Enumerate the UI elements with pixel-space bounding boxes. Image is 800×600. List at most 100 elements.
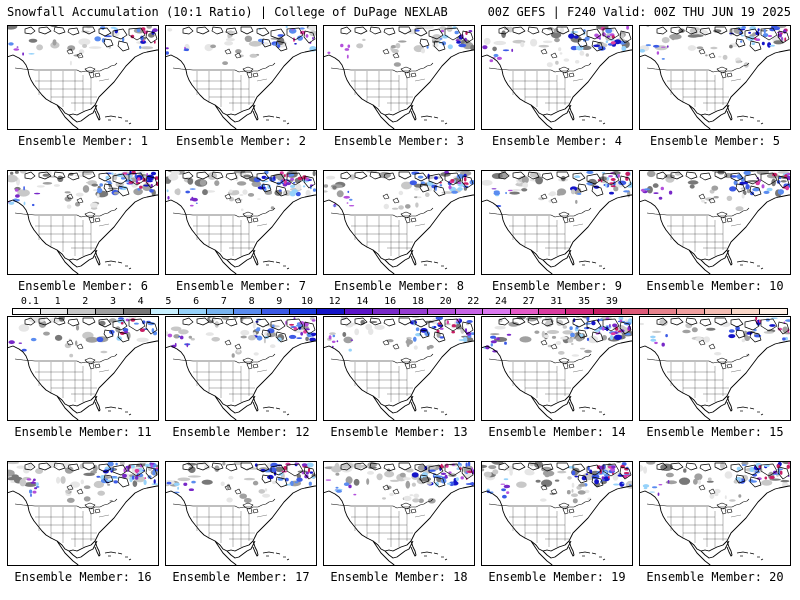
arctic-island-outline bbox=[354, 26, 368, 35]
caribbean-island bbox=[262, 406, 275, 409]
arctic-island-outline bbox=[24, 317, 36, 326]
colorbar-swatch bbox=[372, 309, 401, 314]
lake-outline bbox=[550, 343, 558, 350]
arctic-island-outline bbox=[714, 171, 728, 180]
lake-outline bbox=[568, 217, 575, 223]
arctic-island-outline bbox=[53, 171, 66, 180]
lake-outline bbox=[94, 72, 101, 78]
map-title: Snowfall Accumulation (10:1 Ratio) | Col… bbox=[7, 5, 448, 19]
colorbar-swatch bbox=[760, 309, 787, 314]
arctic-island-outline bbox=[383, 318, 396, 327]
arctic-island-outline bbox=[340, 26, 352, 35]
arctic-island-outline bbox=[117, 331, 130, 343]
lake-outline bbox=[400, 357, 412, 363]
colorbar-swatch bbox=[40, 309, 69, 314]
lake-outline bbox=[252, 72, 259, 78]
arctic-island-outline bbox=[286, 318, 304, 332]
arctic-island-outline bbox=[240, 462, 254, 471]
state-border bbox=[98, 223, 110, 227]
caribbean-island bbox=[286, 122, 290, 125]
member-label: Ensemble Member: 7 bbox=[175, 279, 307, 293]
lake-outline bbox=[568, 508, 575, 514]
coastline bbox=[165, 485, 317, 552]
caribbean-island bbox=[117, 552, 123, 555]
lake-outline bbox=[400, 211, 412, 217]
lake-outline bbox=[708, 52, 716, 59]
arctic-island-outline bbox=[286, 27, 304, 41]
lake-outline bbox=[252, 508, 259, 514]
map-frame bbox=[481, 461, 633, 566]
arctic-island-outline bbox=[572, 27, 586, 37]
state-border bbox=[572, 369, 584, 373]
arctic-island-outline bbox=[275, 476, 288, 488]
caribbean-island bbox=[117, 407, 123, 410]
us-canada-border bbox=[14, 62, 118, 74]
arctic-island-outline bbox=[240, 317, 254, 326]
lake-outline bbox=[224, 48, 232, 55]
arctic-island-outline bbox=[777, 175, 790, 189]
colorbar-tick-label: 4 bbox=[137, 296, 144, 307]
arctic-island-outline bbox=[38, 171, 52, 180]
lake-outline bbox=[76, 52, 84, 59]
arctic-island-outline bbox=[286, 463, 304, 477]
colorbar-swatch bbox=[594, 309, 622, 314]
arctic-island-outline bbox=[586, 319, 602, 331]
florida-coastline bbox=[726, 104, 733, 121]
lake-outline bbox=[76, 343, 84, 350]
arctic-island-outline bbox=[98, 318, 112, 328]
snowfall-map bbox=[165, 25, 317, 130]
lake-outline bbox=[568, 363, 575, 369]
state-border bbox=[730, 223, 742, 227]
arctic-island-outline bbox=[619, 321, 632, 335]
arctic-island-outline bbox=[527, 462, 540, 471]
arctic-island-outline bbox=[225, 172, 238, 181]
coastline bbox=[481, 485, 633, 552]
lake-outline bbox=[400, 502, 412, 508]
caribbean-island bbox=[444, 122, 448, 125]
caribbean-island bbox=[749, 407, 755, 410]
arctic-island-outline bbox=[261, 329, 272, 339]
caribbean-island bbox=[420, 551, 433, 554]
caribbean-island bbox=[591, 116, 597, 119]
arctic-island-outline bbox=[103, 329, 114, 339]
colorbar-swatches bbox=[12, 308, 788, 315]
arctic-island-outline bbox=[749, 40, 762, 52]
colorbar-tick-label: 1 bbox=[54, 296, 61, 307]
caribbean-island bbox=[749, 261, 755, 264]
mexico-coastline bbox=[56, 249, 80, 275]
arctic-island-outline bbox=[196, 462, 210, 471]
colorbar-tick-label: 16 bbox=[384, 296, 397, 307]
arctic-island-outline bbox=[685, 171, 698, 180]
state-border bbox=[414, 369, 426, 373]
caribbean-island bbox=[602, 558, 606, 561]
arctic-island-outline bbox=[82, 462, 96, 471]
lake-outline bbox=[94, 217, 101, 223]
coastline bbox=[7, 49, 159, 116]
lake-outline bbox=[726, 217, 733, 223]
arctic-island-outline bbox=[117, 185, 130, 197]
colorbar-swatch bbox=[428, 309, 456, 314]
arctic-island-outline bbox=[433, 476, 446, 488]
lake-outline bbox=[242, 66, 254, 72]
arctic-island-outline bbox=[145, 30, 158, 44]
arctic-island-outline bbox=[512, 26, 526, 35]
map-frame bbox=[7, 170, 159, 275]
caribbean-island bbox=[444, 413, 448, 416]
arctic-island-outline bbox=[398, 26, 412, 35]
arctic-island-outline bbox=[82, 26, 96, 35]
snowfall-map bbox=[481, 316, 633, 421]
arctic-island-outline bbox=[398, 462, 412, 471]
arctic-island-outline bbox=[275, 331, 288, 343]
arctic-island-outline bbox=[145, 175, 158, 189]
arctic-island-outline bbox=[24, 462, 36, 471]
snowfall-map bbox=[323, 316, 475, 421]
arctic-island-outline bbox=[419, 474, 430, 484]
lake-outline bbox=[726, 508, 733, 514]
florida-coastline bbox=[726, 249, 733, 266]
snowfall-map bbox=[481, 170, 633, 275]
member-label: Ensemble Member: 5 bbox=[649, 134, 781, 148]
lake-outline bbox=[726, 72, 733, 78]
colorbar-swatch bbox=[732, 309, 761, 314]
caribbean-island bbox=[117, 261, 123, 264]
arctic-island-outline bbox=[685, 26, 698, 35]
